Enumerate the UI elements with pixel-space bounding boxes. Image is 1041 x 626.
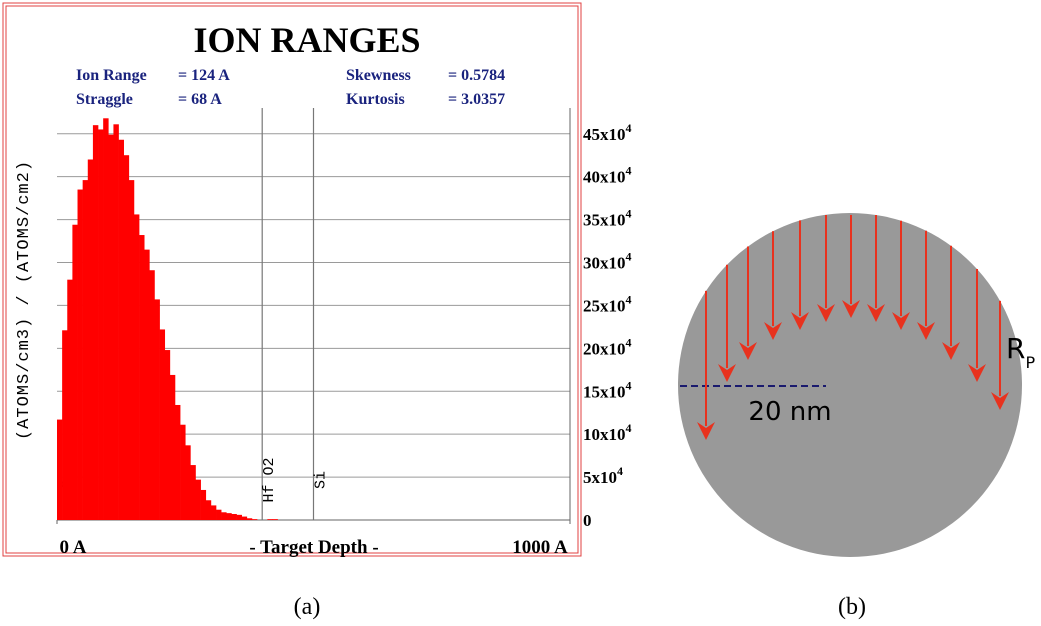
bar <box>129 180 134 520</box>
bar <box>221 512 226 520</box>
bar <box>160 329 165 520</box>
bar <box>252 519 257 520</box>
y-tick-exponent: 4 <box>626 207 632 221</box>
y-tick-label: 25x104 <box>583 292 632 315</box>
figure: ION RANGES (ATOMS/cm3) / (ATOMS/cm2) - T… <box>0 0 1041 626</box>
y-tick-exponent: 4 <box>626 421 632 435</box>
y-tick-label: 30x104 <box>583 250 632 273</box>
stat-label: Ion Range <box>76 67 147 84</box>
y-tick-label: 40x104 <box>583 164 632 187</box>
page: ION RANGES (ATOMS/cm3) / (ATOMS/cm2) - T… <box>0 0 1041 626</box>
bar <box>231 514 236 520</box>
bar <box>119 140 124 520</box>
bar <box>57 420 62 520</box>
bar <box>196 480 201 520</box>
y-tick-mantissa: 10x10 <box>583 425 626 444</box>
bar <box>83 180 88 520</box>
y-tick-label: 0 <box>583 511 592 530</box>
bar <box>185 445 190 520</box>
bar <box>272 519 277 520</box>
bar <box>242 517 247 520</box>
bar <box>134 214 139 520</box>
y-tick-exponent: 4 <box>626 378 632 392</box>
stat-label: Straggle <box>76 91 133 108</box>
depth-label: 20 nm <box>748 397 831 427</box>
bar <box>267 519 272 520</box>
y-tick-mantissa: 25x10 <box>583 296 626 315</box>
y-tick-exponent: 4 <box>626 292 632 306</box>
y-tick-mantissa: 35x10 <box>583 211 626 230</box>
chart-title: ION RANGES <box>193 20 420 60</box>
y-tick-label: 10x104 <box>583 421 632 444</box>
range-subscript: P <box>1025 353 1035 372</box>
x-tick-label: 1000 A <box>512 537 568 558</box>
y-tick-mantissa: 40x10 <box>583 168 626 187</box>
bar <box>144 250 149 520</box>
stat-value: = 124 A <box>178 67 230 84</box>
bar <box>190 465 195 520</box>
x-tick-label: 0 A <box>60 537 87 558</box>
bar <box>154 299 159 520</box>
bar <box>72 225 77 520</box>
y-tick-label: 35x104 <box>583 207 632 230</box>
layer-label: Si <box>313 471 330 489</box>
bar <box>170 375 175 520</box>
y-tick-exponent: 4 <box>617 464 623 478</box>
y-tick-label: 15x104 <box>583 378 632 401</box>
bar <box>247 518 252 520</box>
bar <box>180 425 185 520</box>
y-tick-mantissa: 45x10 <box>583 125 626 144</box>
bar <box>149 270 154 520</box>
bar <box>206 500 211 520</box>
y-tick-exponent: 4 <box>626 121 632 135</box>
bar <box>113 124 118 520</box>
bar <box>175 405 180 520</box>
y-tick-mantissa: 5x10 <box>583 468 617 487</box>
bar <box>108 135 113 520</box>
y-tick-label: 20x104 <box>583 335 632 358</box>
stat-value: = 68 A <box>178 91 222 108</box>
y-axis-label: (ATOMS/cm3) / (ATOMS/cm2) <box>15 160 34 440</box>
x-axis-label: - Target Depth - <box>249 537 378 558</box>
y-tick-label: 45x104 <box>583 121 632 144</box>
range-letter: R <box>1006 332 1025 365</box>
layer-label: Hf O2 <box>261 457 278 502</box>
caption: (b) <box>838 594 866 620</box>
bar <box>216 510 221 520</box>
y-tick-mantissa: 30x10 <box>583 254 626 273</box>
bar <box>124 155 129 520</box>
y-tick-exponent: 4 <box>626 335 632 349</box>
stat-value: = 0.5784 <box>448 67 505 84</box>
bar <box>98 129 103 520</box>
bar <box>93 125 98 520</box>
bar <box>211 505 216 520</box>
y-tick-mantissa: 20x10 <box>583 339 626 358</box>
stat-label: Kurtosis <box>346 91 405 108</box>
bar <box>237 515 242 520</box>
bar <box>226 513 231 520</box>
bar <box>165 350 170 520</box>
stat-value: = 3.0357 <box>448 91 505 108</box>
bar <box>103 118 108 520</box>
y-tick-exponent: 4 <box>626 164 632 178</box>
caption: (a) <box>294 594 321 620</box>
y-tick-mantissa: 15x10 <box>583 382 626 401</box>
bar <box>88 160 93 521</box>
bar <box>201 490 206 520</box>
stat-label: Skewness <box>346 67 411 84</box>
bar <box>78 190 83 520</box>
bar <box>67 280 72 520</box>
bar <box>62 330 67 520</box>
bar <box>139 235 144 520</box>
y-tick-label: 5x104 <box>583 464 623 487</box>
y-tick-exponent: 4 <box>626 250 632 264</box>
